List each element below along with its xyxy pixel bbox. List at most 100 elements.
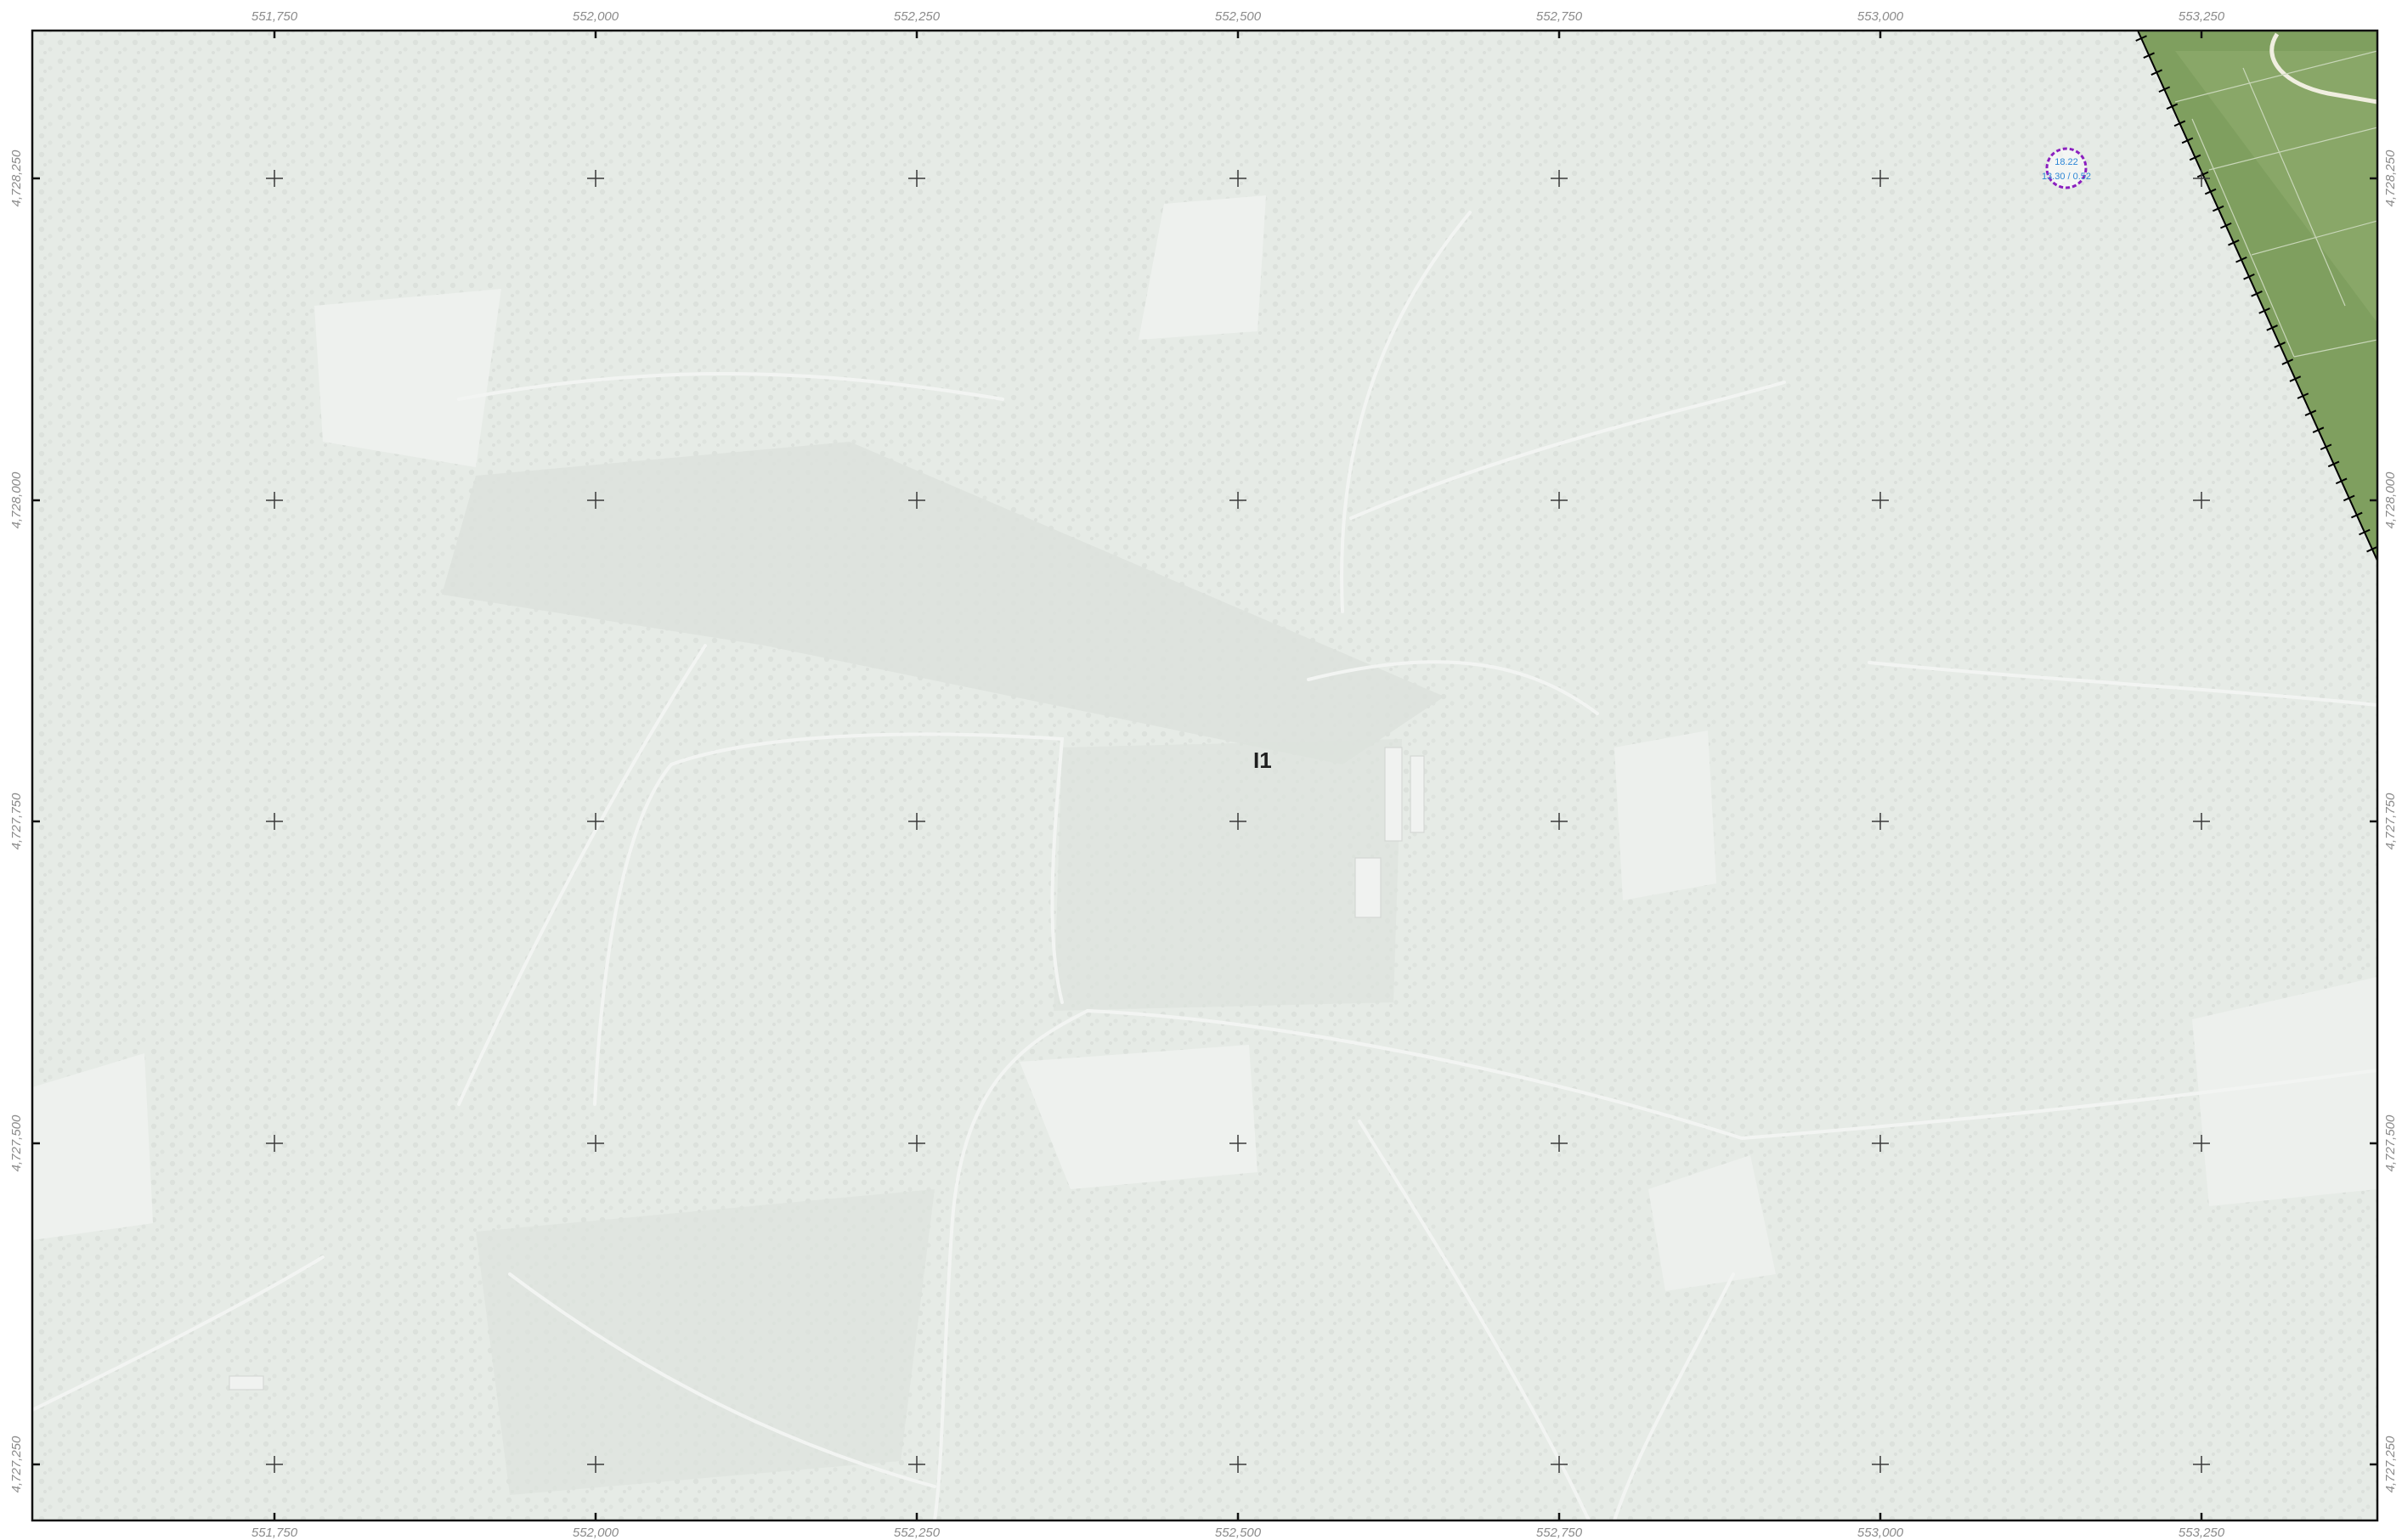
grid-cross-icon: [587, 170, 604, 187]
grid-cross-icon: [1551, 1135, 1568, 1152]
grid-cross-icon: [266, 492, 283, 509]
grid-cross-icon: [266, 170, 283, 187]
frame-ticks: [32, 31, 2377, 1520]
boundary-tick: [2359, 528, 2371, 536]
x-tick-label-top: 552,250: [894, 9, 941, 24]
boundary-tick: [2320, 443, 2332, 451]
grid-cross-icon: [2193, 813, 2210, 830]
grid-cross-icon: [587, 1135, 604, 1152]
grid-cross-icon: [1229, 1135, 1246, 1152]
x-axis-labels-top: 551,750 552,000 552,250 552,500 552,750 …: [252, 9, 2225, 24]
grid-cross-icon: [1551, 1456, 1568, 1473]
x-tick-label-bottom: 553,250: [2179, 1526, 2225, 1540]
grid-cross-icon: [1229, 813, 1246, 830]
boundary-tick: [2181, 137, 2194, 144]
boundary-tick: [2366, 545, 2377, 553]
boundary-line: [2137, 31, 2377, 561]
grid-cross-icon: [2193, 170, 2210, 187]
grid-cross-icon: [587, 813, 604, 830]
boundary-tick: [2335, 477, 2348, 485]
boundary-tick: [2173, 120, 2186, 127]
grid-cross-icon: [1872, 1135, 1889, 1152]
boundary-tick: [2297, 392, 2309, 399]
grid-cross-icon: [908, 492, 925, 509]
boundary-tick: [2204, 188, 2217, 195]
y-axis-labels-right: 4,728,250 4,728,000 4,727,750 4,727,500 …: [2383, 149, 2398, 1492]
grid-cross-icon: [266, 1456, 283, 1473]
y-axis-labels-left: 4,728,250 4,728,000 4,727,750 4,727,500 …: [9, 149, 24, 1492]
boundary-tick: [2258, 307, 2270, 314]
survey-point-label: 18.22: [2054, 157, 2078, 167]
boundary-tick: [2243, 273, 2255, 280]
boundary-tick: [2351, 511, 2363, 519]
y-tick-label-left: 4,727,750: [9, 793, 24, 849]
x-tick-label-top: 553,250: [2179, 9, 2225, 24]
boundary-ticks: [2135, 35, 2377, 553]
boundary-tick: [2219, 222, 2232, 229]
grid-cross-icon: [1551, 813, 1568, 830]
boundary-tick: [2251, 291, 2263, 297]
grid-cross-icon: [266, 1135, 283, 1152]
survey-point-icon[interactable]: [2045, 147, 2088, 189]
grid-cross-icon: [266, 813, 283, 830]
grid-cross-icon: [587, 1456, 604, 1473]
boundary-tick: [2158, 86, 2171, 93]
x-axis-labels-bottom: 551,750 552,000 552,250 552,500 552,750 …: [252, 1526, 2225, 1540]
x-tick-label-top: 553,000: [1857, 9, 1904, 24]
grid-cross-icon: [2193, 1456, 2210, 1473]
grid-cross-icon: [908, 1135, 925, 1152]
x-tick-label-bottom: 553,000: [1857, 1526, 1904, 1540]
grid-cross-icon: [1229, 492, 1246, 509]
boundary-tick: [2150, 69, 2163, 76]
boundary-tick: [2196, 171, 2209, 178]
y-tick-label-right: 4,728,250: [2383, 149, 2398, 206]
x-tick-label-top: 552,000: [573, 9, 619, 24]
x-tick-label-bottom: 552,500: [1215, 1526, 1262, 1540]
grid-cross-icon: [1229, 170, 1246, 187]
boundary-tick: [2312, 426, 2325, 434]
grid-cross-icon: [1872, 170, 1889, 187]
boundary-tick: [2212, 205, 2224, 212]
x-tick-label-top: 552,500: [1215, 9, 1262, 24]
boundary-tick: [2135, 35, 2147, 42]
map-frame: [31, 29, 2379, 1522]
boundary-tick: [2266, 324, 2278, 331]
y-tick-label-right: 4,727,500: [2383, 1114, 2398, 1171]
boundary-tick: [2228, 239, 2240, 246]
boundary-tick: [2143, 52, 2155, 59]
grid-cross-icon: [1551, 170, 1568, 187]
grid-cross-icon: [908, 1456, 925, 1473]
boundary-tick: [2327, 460, 2340, 468]
grid-cross-icon: [2193, 492, 2210, 509]
y-tick-label-left: 4,727,500: [9, 1114, 24, 1171]
grid-cross-icon: [1872, 492, 1889, 509]
area-label: I1: [1253, 747, 1272, 773]
y-tick-label-right: 4,728,000: [2383, 471, 2398, 528]
grid-cross-icon: [908, 170, 925, 187]
survey-point-sublabel: 13.30 / 0.52: [2042, 172, 2091, 182]
y-tick-label-right: 4,727,750: [2383, 793, 2398, 849]
survey-point[interactable]: 18.22 13.30 / 0.52: [2042, 147, 2091, 189]
x-tick-label-top: 552,750: [1536, 9, 1583, 24]
grid-cross-icon: [908, 813, 925, 830]
boundary-tick: [2304, 409, 2317, 416]
y-tick-label-left: 4,727,250: [9, 1436, 24, 1492]
boundary-tick: [2274, 341, 2286, 348]
x-tick-label-bottom: 552,000: [573, 1526, 619, 1540]
grid-cross-icon: [587, 492, 604, 509]
x-tick-label-bottom: 552,250: [894, 1526, 941, 1540]
grid-crosses: [266, 170, 2210, 1473]
y-tick-label-left: 4,728,250: [9, 149, 24, 206]
boundary-tick: [2189, 154, 2201, 161]
grid-cross-icon: [1229, 1456, 1246, 1473]
grid-cross-icon: [2193, 1135, 2210, 1152]
x-tick-label-bottom: 551,750: [252, 1526, 298, 1540]
x-tick-label-top: 551,750: [252, 9, 298, 24]
grid-cross-icon: [1872, 813, 1889, 830]
basemap: [32, 31, 2377, 1520]
y-tick-label-right: 4,727,250: [2383, 1436, 2398, 1492]
grid-cross-icon: [1551, 492, 1568, 509]
boundary-tick: [2166, 103, 2179, 110]
boundary-tick: [2289, 375, 2302, 382]
